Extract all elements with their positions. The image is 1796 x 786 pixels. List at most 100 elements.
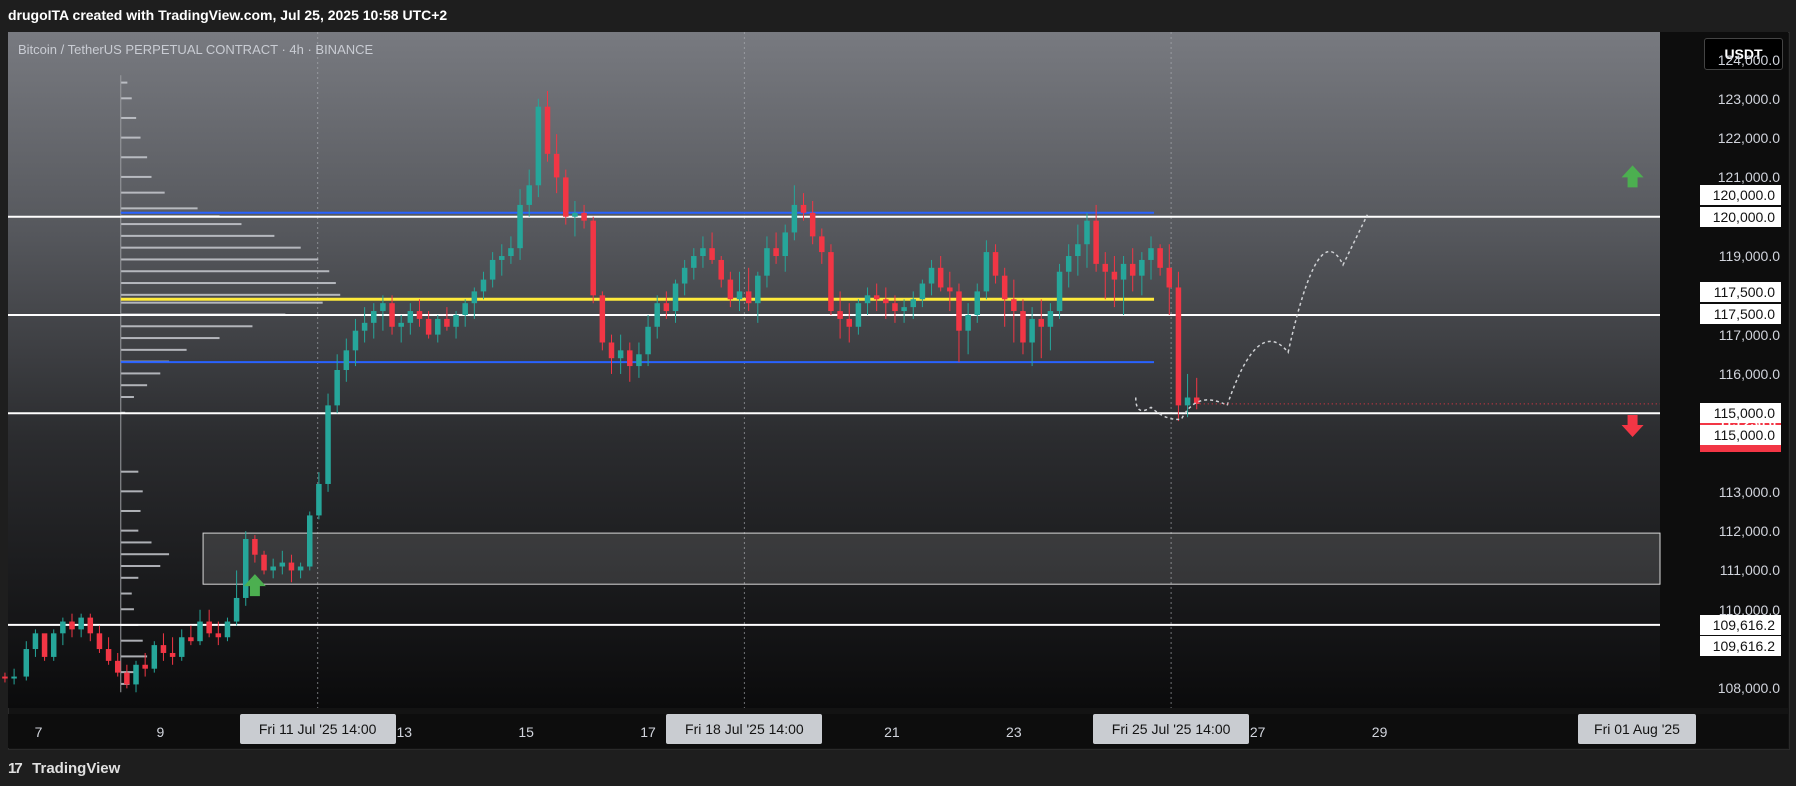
- volume-profile-bar: [120, 470, 139, 473]
- candle-body: [425, 318, 432, 335]
- price-tick-label: 119,000.0: [1718, 248, 1780, 265]
- volume-profile-bar: [120, 175, 152, 178]
- candle-body: [252, 539, 258, 555]
- plot-area[interactable]: [8, 32, 1660, 708]
- candle-body: [855, 303, 862, 327]
- volume-profile-bar: [120, 509, 141, 512]
- volume-profile-bar: [120, 293, 341, 296]
- candle-body: [965, 314, 971, 331]
- candle-body: [160, 645, 167, 653]
- volume-profile-bar: [120, 384, 148, 387]
- candle-body: [883, 299, 889, 304]
- demand-zone-rectangle: [202, 532, 1661, 585]
- candle-body: [389, 303, 395, 327]
- candle-body: [233, 597, 240, 622]
- time-highlight-label: Fri 18 Jul '25 14:00: [666, 714, 823, 744]
- volume-profile-bar: [120, 246, 301, 249]
- candle-body: [809, 212, 816, 237]
- candle-body: [361, 322, 368, 331]
- volume-profile-bar: [120, 156, 148, 159]
- volume-profile-bar: [120, 372, 161, 375]
- candle-body: [864, 295, 871, 304]
- candle-body: [1038, 318, 1045, 327]
- time-tick-label: 29: [1371, 724, 1388, 740]
- candle-body: [489, 259, 496, 280]
- candle-body: [1047, 311, 1054, 327]
- candle-body: [206, 621, 212, 634]
- volume-profile-bar: [120, 325, 253, 328]
- candle-body: [78, 617, 84, 630]
- arrow-up-icon: [243, 574, 266, 597]
- volume-profile-bar: [120, 191, 165, 194]
- volume-profile-bar: [120, 223, 242, 226]
- candle-body: [306, 515, 313, 567]
- candle-body: [60, 621, 66, 634]
- candle-body: [700, 248, 706, 257]
- candle-body: [791, 204, 798, 233]
- candle-body: [599, 295, 606, 343]
- candle-body: [1011, 299, 1017, 312]
- candle-body: [892, 303, 898, 312]
- price-tick-label: 116,000.0: [1718, 365, 1780, 382]
- candle-body: [261, 554, 267, 571]
- candle-body: [691, 256, 697, 268]
- volume-profile-bar: [120, 608, 134, 611]
- arrow-down-icon: [1621, 415, 1644, 438]
- volume-profile-bar: [120, 348, 187, 351]
- candle-body: [1001, 275, 1008, 300]
- volume-profile-bar: [120, 541, 152, 544]
- candle-body: [1093, 220, 1099, 264]
- level-price-label: 117,500.0: [1700, 282, 1781, 303]
- candle-body: [910, 299, 916, 308]
- time-tick-label: 27: [1249, 724, 1266, 740]
- volume-profile-bar: [120, 490, 143, 493]
- candle-body: [636, 354, 642, 367]
- candle-body: [1084, 220, 1090, 245]
- candle-body: [343, 350, 350, 370]
- time-highlight-label: Fri 11 Jul '25 14:00: [239, 714, 396, 744]
- time-tick-label: 9: [156, 724, 165, 740]
- candle-body: [41, 633, 48, 657]
- volume-profile-bar: [120, 565, 161, 568]
- candle-body: [901, 307, 907, 312]
- candle-body: [627, 350, 633, 367]
- volume-profile-bar: [120, 529, 139, 532]
- candle-body: [2, 676, 8, 679]
- candle-body: [800, 204, 807, 213]
- volume-profile-bar: [120, 282, 336, 285]
- candle-body: [96, 633, 103, 650]
- candle-body: [873, 295, 880, 300]
- candle-body: [279, 562, 286, 567]
- candle-body: [142, 664, 148, 669]
- price-tick-label: 117,000.0: [1718, 326, 1780, 343]
- price-axis[interactable]: [1660, 32, 1788, 708]
- candle-body: [681, 267, 688, 284]
- candle-body: [1166, 267, 1173, 288]
- candle-body: [87, 617, 94, 634]
- candle-body: [526, 185, 532, 205]
- candle-body: [297, 566, 304, 571]
- chart-header: drugoITA created with TradingView.com, J…: [8, 7, 448, 23]
- price-tick-label: 122,000.0: [1717, 130, 1780, 147]
- volume-profile-bar: [120, 97, 132, 100]
- candle-body: [1111, 271, 1118, 280]
- candle-body: [645, 326, 651, 355]
- candle-body: [105, 649, 112, 661]
- volume-profile-bar: [120, 671, 139, 674]
- candle-body: [407, 311, 414, 323]
- tradingview-wordmark: TradingView: [32, 760, 121, 777]
- candle-body: [1157, 248, 1163, 268]
- level-price-label: 120,000.0: [1700, 206, 1781, 227]
- tradingview-brand: 17 TradingView: [8, 760, 120, 777]
- candle-body: [1193, 397, 1200, 404]
- time-highlight-label: Fri 01 Aug '25: [1578, 714, 1696, 744]
- price-tick-label: 121,000.0: [1717, 169, 1780, 186]
- candle-body: [663, 303, 670, 312]
- candle-body: [992, 252, 999, 276]
- volume-profile-bar: [120, 234, 275, 237]
- currency-button[interactable]: USDT: [1704, 38, 1783, 70]
- volume-profile-bar: [120, 207, 198, 210]
- candle-body: [1148, 248, 1154, 260]
- volume-profile-bar: [120, 81, 128, 84]
